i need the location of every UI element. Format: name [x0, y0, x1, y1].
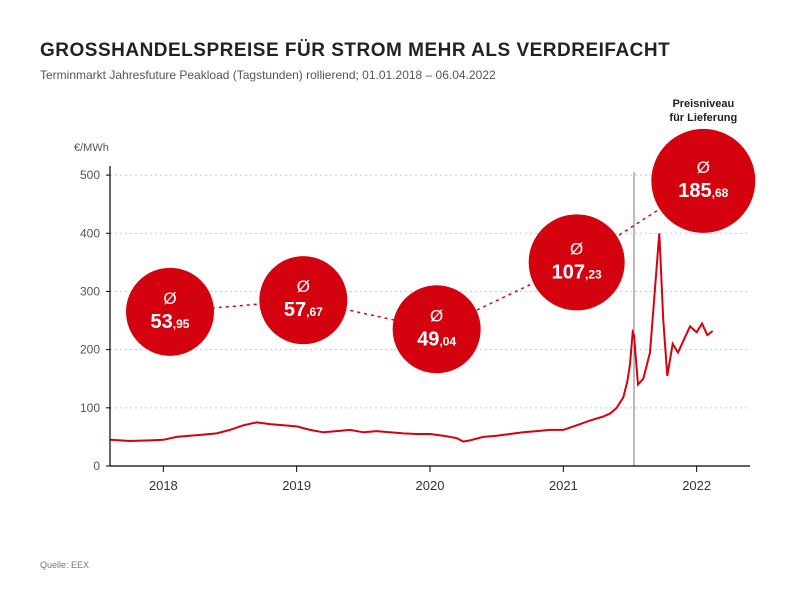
- y-tick-label: 500: [80, 168, 100, 182]
- y-tick-label: 300: [80, 284, 100, 298]
- bubble-symbol: Ø: [570, 239, 583, 258]
- bubble-symbol: Ø: [163, 289, 176, 308]
- bubble-symbol: Ø: [430, 306, 443, 325]
- chart-title: GROSSHANDELSPREISE FÜR STROM MEHR ALS VE…: [40, 40, 780, 62]
- y-unit-label: €/MWh: [74, 142, 109, 154]
- x-tick-label: 2018: [149, 478, 178, 493]
- bubble-symbol: Ø: [297, 277, 310, 296]
- x-tick-label: 2022: [682, 478, 711, 493]
- annotation-label: für Lieferung: [669, 112, 737, 124]
- x-tick-label: 2019: [282, 478, 311, 493]
- y-tick-label: 400: [80, 226, 100, 240]
- y-tick-label: 200: [80, 343, 100, 357]
- x-tick-label: 2020: [416, 478, 445, 493]
- bubble-symbol: Ø: [697, 158, 710, 177]
- x-tick-label: 2021: [549, 478, 578, 493]
- chart-subtitle: Terminmarkt Jahresfuture Peakload (Tagst…: [40, 68, 780, 82]
- source-label: Quelle: EEX: [40, 560, 89, 570]
- y-tick-label: 0: [93, 459, 100, 473]
- chart-svg: €/MWh 0 100 200 300 400 500 2018 2019 2020 2021 202…: [40, 86, 770, 526]
- y-tick-label: 100: [80, 401, 100, 415]
- annotation-label: Preisniveau: [672, 98, 734, 110]
- chart-area: €/MWh 0 100 200 300 400 500 2018 2019 2020 2021 202…: [40, 86, 770, 526]
